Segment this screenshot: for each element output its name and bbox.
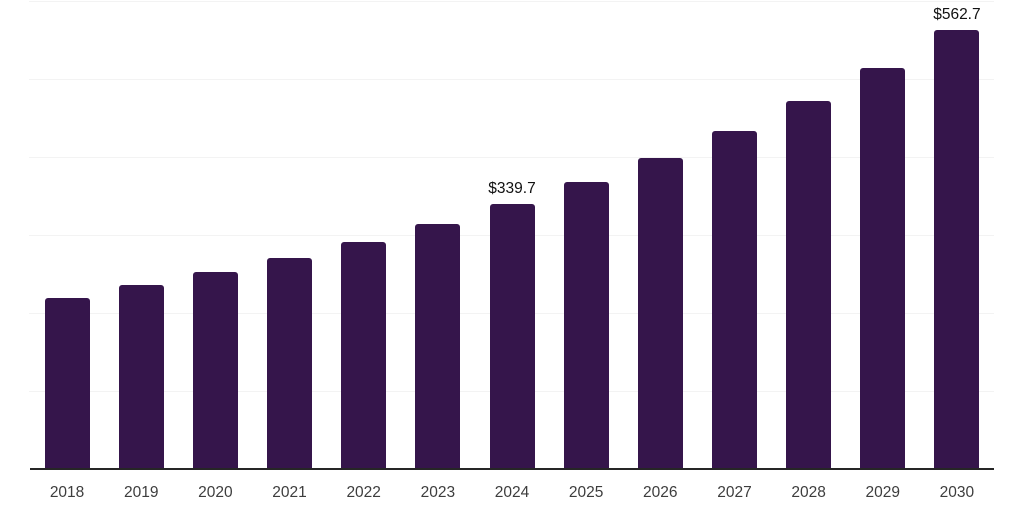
- gridline-400: [29, 156, 994, 158]
- bar-2025: [563, 182, 609, 469]
- bar-2023: [415, 223, 461, 469]
- data-label-2030: $562.7: [933, 5, 981, 23]
- bar-2028: [786, 100, 832, 469]
- bar-2026: [637, 158, 683, 469]
- x-tick-2020: 2020: [198, 484, 233, 501]
- bar-2029: [860, 67, 906, 469]
- x-tick-2030: 2030: [939, 484, 975, 501]
- gridline-600: [29, 0, 994, 2]
- x-tick-2025: 2025: [568, 484, 604, 501]
- x-tick-2021: 2021: [272, 484, 307, 501]
- x-tick-2027: 2027: [717, 484, 752, 501]
- bar-2019: [118, 285, 164, 469]
- data-label-2024: $339.7: [488, 179, 536, 197]
- x-tick-2024: 2024: [494, 484, 530, 501]
- bar-2021: [267, 258, 313, 469]
- bar-2022: [341, 242, 387, 469]
- x-axis-line: [30, 468, 994, 470]
- bar-2030: [934, 29, 980, 469]
- x-tick-2023: 2023: [420, 484, 456, 501]
- x-tick-2022: 2022: [346, 484, 381, 501]
- x-tick-2019: 2019: [123, 484, 159, 501]
- bar-2027: [711, 130, 757, 469]
- x-tick-2018: 2018: [49, 484, 85, 501]
- x-tick-2028: 2028: [791, 484, 826, 501]
- x-tick-2029: 2029: [865, 484, 900, 501]
- x-tick-2026: 2026: [643, 484, 678, 501]
- bar-2018: [44, 297, 90, 469]
- bar-2020: [192, 271, 238, 469]
- bar-2024: [489, 203, 535, 469]
- gridline-500: [29, 78, 994, 80]
